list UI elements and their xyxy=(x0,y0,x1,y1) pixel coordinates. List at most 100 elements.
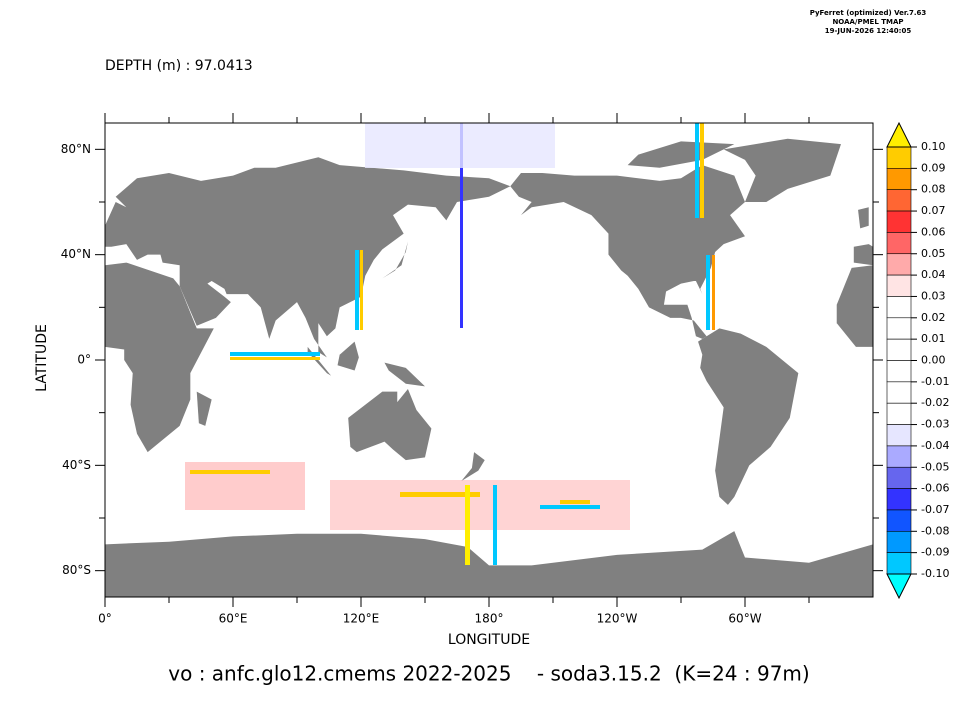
colorbar-label: 0.07 xyxy=(921,204,946,217)
anomaly-patches xyxy=(185,123,715,565)
y-axis-label: LATITUDE xyxy=(34,324,50,392)
anomaly-streak xyxy=(540,505,600,509)
colorbar-bin xyxy=(886,274,912,297)
colorbar-over xyxy=(886,121,912,148)
colorbar-bin xyxy=(886,168,912,191)
iberia xyxy=(853,244,873,266)
x-tick-label: 120°E xyxy=(343,612,380,626)
colorbar-bin xyxy=(886,466,912,489)
australia xyxy=(348,388,432,461)
colorbar-label: 0.06 xyxy=(921,225,946,238)
colorbar-bin xyxy=(886,360,912,383)
colorbar-label: 0.01 xyxy=(921,332,946,345)
new-guinea xyxy=(384,362,425,387)
header-line: NOAA/PMEL TMAP xyxy=(832,18,903,26)
anomaly-streak xyxy=(465,485,470,565)
y-tick-label: 40°S xyxy=(62,458,91,472)
colorbar-label: -0.05 xyxy=(921,460,949,473)
west-africa xyxy=(836,265,873,347)
colorbar-bin xyxy=(886,317,912,340)
x-tick-label: 120°W xyxy=(597,612,638,626)
colorbar-label: -0.10 xyxy=(921,567,949,580)
colorbar-label: 0.10 xyxy=(921,140,946,153)
colorbar-label: 0.02 xyxy=(921,311,946,324)
colorbar-bin xyxy=(886,530,912,553)
x-axis-label: LONGITUDE xyxy=(448,632,530,648)
colorbar-bin xyxy=(886,253,912,276)
colorbar-label: 0.04 xyxy=(921,268,946,281)
depth-label: DEPTH (m) : 97.0413 xyxy=(105,58,253,74)
japan xyxy=(382,241,408,279)
y-tick-label: 0° xyxy=(77,353,91,367)
anomaly-patch xyxy=(185,462,305,510)
anomaly-streak xyxy=(230,352,320,356)
new-zealand xyxy=(461,452,485,482)
south-america xyxy=(698,328,799,505)
north-america xyxy=(510,165,745,339)
colorbar-label: -0.08 xyxy=(921,524,949,537)
anomaly-streak xyxy=(695,123,699,218)
x-tick-label: 60°E xyxy=(219,612,248,626)
colorbar-bin xyxy=(886,210,912,233)
footer-title: vo : anfc.glo12.cmems 2022-2025 - soda3.… xyxy=(168,662,809,686)
anomaly-streak xyxy=(700,123,704,218)
colorbar-bin xyxy=(886,338,912,361)
anomaly-streak xyxy=(493,485,497,565)
x-tick-label: 60°W xyxy=(728,612,761,626)
colorbar-label: 0.09 xyxy=(921,161,946,174)
colorbar-label: -0.02 xyxy=(921,396,949,409)
colorbar-label: -0.03 xyxy=(921,418,949,431)
x-tick-label: 180° xyxy=(475,612,504,626)
greenland xyxy=(723,138,841,203)
colorbar-bin xyxy=(886,146,912,169)
x-tick-label: 0° xyxy=(98,612,112,626)
anomaly-streak xyxy=(560,500,590,504)
arctic-islands xyxy=(627,141,735,168)
anomaly-streak xyxy=(712,255,715,330)
colorbar-bin xyxy=(886,381,912,404)
y-tick-label: 80°N xyxy=(61,142,91,156)
anomaly-streak xyxy=(706,255,710,330)
colorbar-bin xyxy=(886,509,912,532)
header-line: PyFerret (optimized) Ver.7.63 xyxy=(810,9,927,17)
anomaly-streak xyxy=(460,123,463,328)
madagascar xyxy=(196,391,212,426)
anomaly-streak xyxy=(190,470,270,474)
colorbar-bin xyxy=(886,488,912,511)
anomaly-streak xyxy=(355,250,359,330)
colorbar-label: 0.03 xyxy=(921,289,946,302)
colorbar-label: 0.00 xyxy=(921,354,946,367)
colorbar-label: -0.09 xyxy=(921,546,949,559)
colorbar-bin xyxy=(886,232,912,255)
colorbar-bin xyxy=(886,445,912,468)
colorbar-label: -0.04 xyxy=(921,439,949,452)
colorbar-label: -0.01 xyxy=(921,375,949,388)
colorbar-bin xyxy=(886,402,912,425)
anomaly-streak xyxy=(360,250,363,330)
anomaly-streak xyxy=(230,357,320,360)
eurasia xyxy=(105,157,511,358)
y-tick-label: 80°S xyxy=(62,563,91,577)
africa xyxy=(105,262,214,453)
header-line: 19-JUN-2026 12:40:05 xyxy=(825,27,912,35)
map-area xyxy=(105,123,873,597)
colorbar-under xyxy=(886,573,912,600)
colorbar-label: -0.06 xyxy=(921,482,949,495)
borneo xyxy=(337,341,359,371)
land xyxy=(105,138,873,597)
y-tick-label: 40°N xyxy=(61,247,91,261)
anomaly-streak xyxy=(400,492,480,497)
colorbar-label: 0.08 xyxy=(921,183,946,196)
anomaly-patch xyxy=(365,123,555,168)
colorbar-bin xyxy=(886,189,912,212)
colorbar-bin xyxy=(886,424,912,447)
antarctica xyxy=(105,531,873,597)
colorbar-label: -0.07 xyxy=(921,503,949,516)
colorbar-bin xyxy=(886,552,912,575)
colorbar-bin xyxy=(886,296,912,319)
colorbar-label: 0.05 xyxy=(921,247,946,260)
britain xyxy=(858,207,869,229)
